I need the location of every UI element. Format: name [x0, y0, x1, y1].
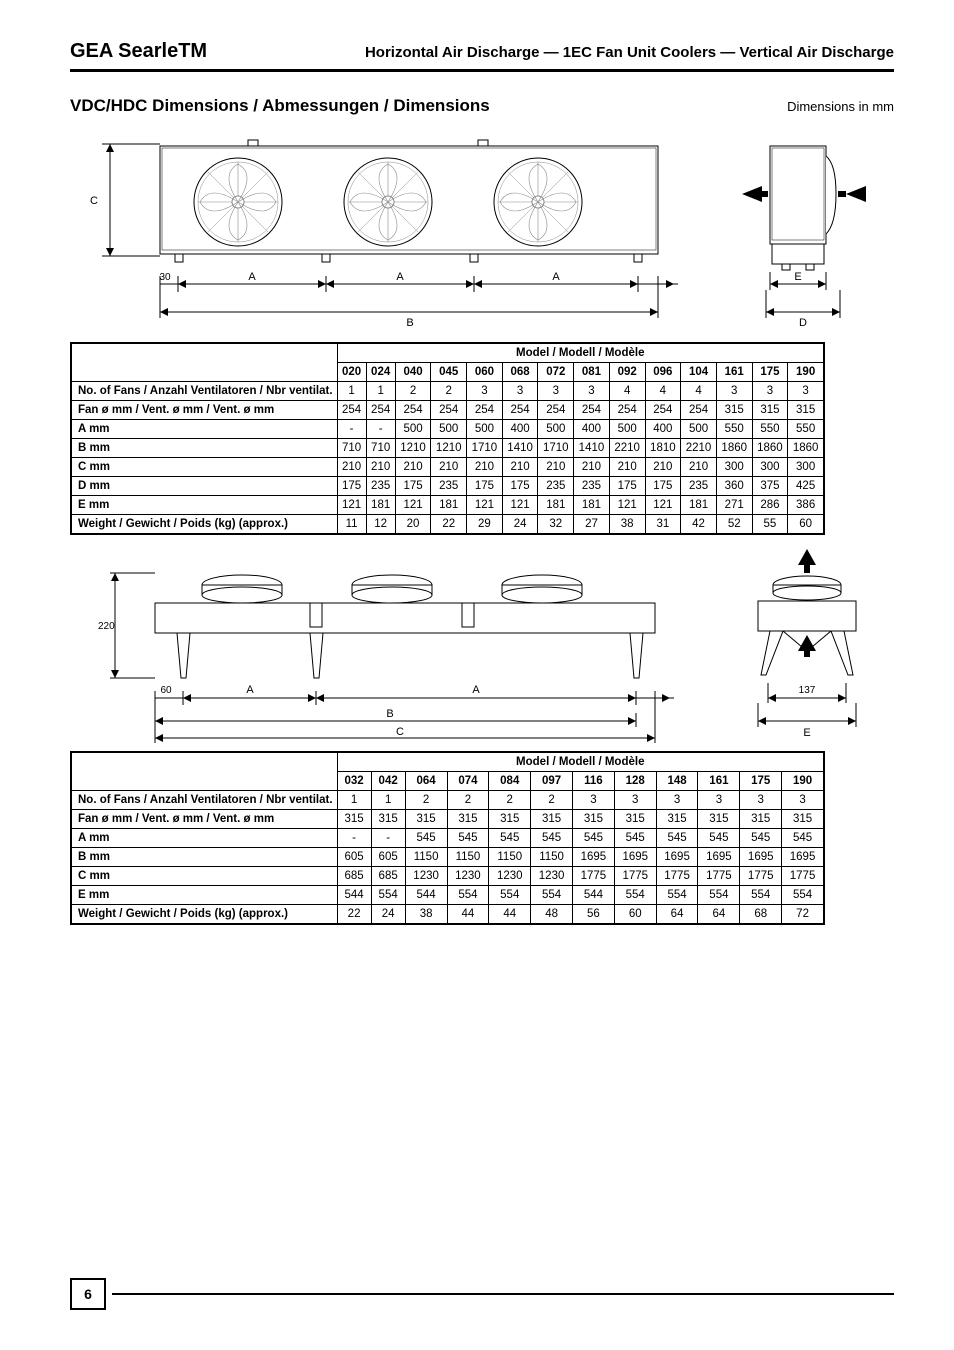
svg-text:E: E — [803, 727, 810, 739]
svg-text:60: 60 — [160, 685, 172, 696]
vdc-table: Model / Modell / Modèle03204206407408409… — [70, 751, 825, 925]
header-right: Horizontal Air Discharge — 1EC Fan Unit … — [365, 44, 894, 61]
header-rule — [70, 69, 894, 72]
fan-icon — [494, 158, 582, 246]
unit-note: Dimensions in mm — [787, 99, 894, 114]
svg-text:B: B — [386, 708, 393, 720]
svg-text:A: A — [248, 271, 256, 283]
svg-text:C: C — [396, 726, 404, 738]
svg-text:220: 220 — [98, 621, 115, 632]
svg-text:D: D — [799, 317, 807, 329]
svg-text:A: A — [396, 271, 404, 283]
svg-text:A: A — [552, 271, 560, 283]
svg-text:30: 30 — [159, 272, 171, 283]
fan-icon — [344, 158, 432, 246]
dim-c-label: C — [90, 195, 98, 207]
fan-top — [352, 575, 432, 603]
svg-text:E: E — [794, 271, 801, 283]
svg-text:A: A — [246, 684, 254, 696]
fan-top — [202, 575, 282, 603]
footer: 6 — [70, 1278, 894, 1310]
svg-text:A: A — [472, 684, 480, 696]
hdc-table: Model / Modell / Modèle02002404004506006… — [70, 342, 825, 535]
page-number: 6 — [70, 1278, 106, 1310]
brand: GEA Searle — [70, 40, 178, 62]
svg-text:137: 137 — [799, 685, 816, 696]
fan-icon — [194, 158, 282, 246]
fan-top — [502, 575, 582, 603]
figure-hdc: C — [70, 134, 894, 334]
section-title: VDC/HDC Dimensions / Abmessungen / Dimen… — [70, 96, 490, 116]
brand-tm: TM — [178, 40, 207, 62]
figure-vdc: 220 60 — [70, 543, 894, 743]
svg-text:B: B — [406, 317, 413, 329]
